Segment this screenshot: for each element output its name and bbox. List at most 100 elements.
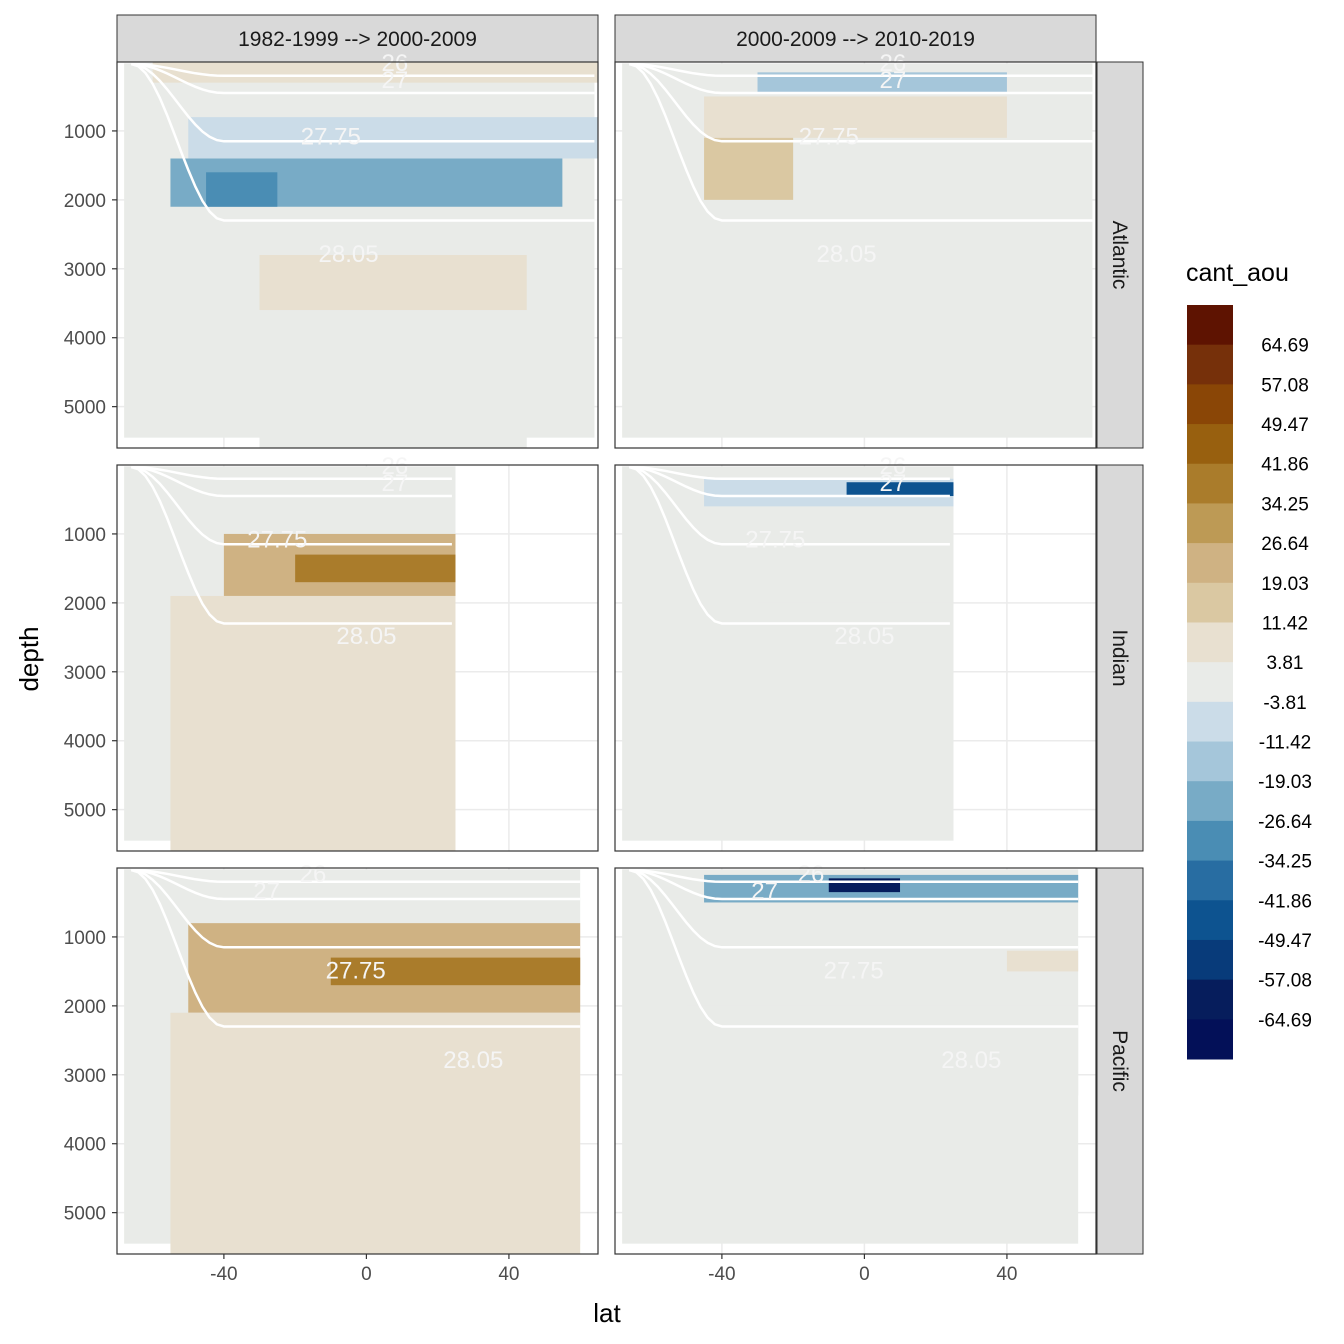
y-tick-label: 3000 bbox=[64, 1066, 106, 1087]
x-tick-label: 40 bbox=[498, 1264, 519, 1285]
y-axis-title: depth bbox=[14, 626, 44, 691]
filled-region bbox=[1006, 950, 1079, 972]
filled-region bbox=[170, 1012, 581, 1254]
isopycnal-line bbox=[628, 62, 1093, 222]
legend-color-step bbox=[1187, 979, 1233, 1020]
legend-break-label: -64.69 bbox=[1258, 1010, 1312, 1031]
contour-label: 26 bbox=[300, 861, 327, 888]
isopycnal-line bbox=[629, 465, 950, 546]
y-tick-label: 4000 bbox=[64, 732, 106, 753]
legend-color-step bbox=[1187, 662, 1233, 703]
isopycnal-line bbox=[131, 465, 452, 546]
legend-color-step bbox=[1187, 344, 1233, 385]
legend-break-label: -11.42 bbox=[1259, 733, 1311, 754]
isopycnal-line bbox=[131, 465, 452, 498]
contour-label: 26 bbox=[382, 453, 409, 480]
filled-region bbox=[170, 595, 456, 851]
filled-region bbox=[259, 255, 527, 311]
legend-color-step bbox=[1187, 741, 1233, 782]
legend-break-label: -49.47 bbox=[1258, 931, 1312, 952]
isopycnal-line bbox=[628, 868, 1079, 1028]
legend-color-step bbox=[1187, 582, 1233, 623]
legend-break-label: 57.08 bbox=[1261, 375, 1309, 396]
isopycnal-lines bbox=[130, 868, 581, 1028]
y-tick-label: 5000 bbox=[64, 1204, 106, 1225]
contour-label: 26 bbox=[382, 50, 409, 77]
facet-strips: 1982-1999 --> 2000-2009 2000-2009 --> 201… bbox=[116, 14, 1144, 1255]
contour-label: 26 bbox=[798, 861, 825, 888]
isopycnal-lines bbox=[130, 62, 595, 222]
legend-color-step bbox=[1187, 900, 1233, 941]
legend-color-step bbox=[1187, 781, 1233, 822]
legend-break-label: 41.86 bbox=[1261, 455, 1309, 476]
filled-regions bbox=[152, 62, 598, 448]
legend-break-label: -41.86 bbox=[1258, 891, 1312, 912]
section-background bbox=[622, 466, 954, 841]
legend-break-label: -26.64 bbox=[1258, 812, 1312, 833]
legend-break-label: 3.81 bbox=[1267, 653, 1304, 674]
y-tick-label: 2000 bbox=[64, 997, 106, 1018]
isopycnal-lines bbox=[130, 465, 452, 625]
facet-strip-column-label: 1982-1999 --> 2000-2009 bbox=[238, 28, 477, 51]
isopycnal-line bbox=[629, 62, 1093, 78]
facet-strip-column-label: 2000-2009 --> 2010-2019 bbox=[736, 28, 975, 51]
isopycnal-line bbox=[629, 868, 1079, 884]
isopycnal-lines bbox=[628, 62, 1093, 222]
contour-label: 27.75 bbox=[824, 957, 884, 984]
isopycnal-line bbox=[629, 62, 1093, 95]
contour-label: 27.75 bbox=[301, 124, 361, 151]
legend: cant_aou 64.69 57.08 49.47 41.86 34.25 26.64 1… bbox=[1186, 259, 1312, 1060]
filled-region bbox=[846, 482, 954, 497]
filled-regions bbox=[170, 923, 581, 1254]
y-tick-label: 2000 bbox=[64, 594, 106, 615]
contour-label: 27.75 bbox=[745, 527, 805, 554]
contour-label: 28.05 bbox=[336, 623, 396, 650]
legend-break-label: 34.25 bbox=[1261, 494, 1309, 515]
legend-color-step bbox=[1187, 622, 1233, 663]
y-tick-label: 1000 bbox=[64, 122, 106, 143]
contour-label: 27 bbox=[880, 470, 907, 497]
isopycnal-line bbox=[131, 62, 595, 78]
x-tick-label: -40 bbox=[708, 1264, 735, 1285]
facet-strip-column bbox=[116, 14, 599, 63]
facet-strip-row-label: Atlantic bbox=[1108, 221, 1131, 290]
filled-region bbox=[152, 62, 598, 83]
isopycnal-line bbox=[130, 868, 581, 1028]
panel-border bbox=[116, 867, 599, 1255]
isopycnal-lines bbox=[628, 868, 1079, 1028]
contour-label: 27 bbox=[382, 470, 409, 497]
panel-border bbox=[614, 867, 1097, 1255]
panel-pacific-0: 26 27 27.75 28.05 1000 2000 3000 4000 5000 -40 0 40 bbox=[64, 861, 599, 1285]
x-tick-label: 40 bbox=[996, 1264, 1017, 1285]
isopycnal-line bbox=[629, 62, 1093, 143]
facet-strip-row bbox=[1096, 464, 1144, 852]
x-tick-label: 0 bbox=[859, 1264, 870, 1285]
contour-label: 28.05 bbox=[319, 241, 379, 268]
contour-label: 27.75 bbox=[326, 957, 386, 984]
x-axis-title: lat bbox=[593, 1298, 621, 1328]
filled-region bbox=[828, 878, 901, 893]
legend-break-label: 11.42 bbox=[1262, 613, 1308, 634]
filled-region bbox=[330, 957, 581, 986]
y-tick-label: 5000 bbox=[64, 398, 106, 419]
y-tick-label: 3000 bbox=[64, 260, 106, 281]
legend-break-label: -34.25 bbox=[1258, 852, 1312, 873]
legend-break-label: 26.64 bbox=[1261, 534, 1309, 555]
legend-color-step bbox=[1187, 384, 1233, 425]
y-tick-label: 5000 bbox=[64, 801, 106, 822]
isopycnal-line bbox=[131, 62, 595, 95]
legend-color-step bbox=[1187, 939, 1233, 981]
isopycnal-line bbox=[131, 62, 595, 143]
filled-region bbox=[188, 117, 598, 159]
legend-break-label: 64.69 bbox=[1261, 336, 1309, 357]
contour-label: 27 bbox=[253, 878, 280, 905]
facet-strip-row-label: Indian bbox=[1108, 629, 1131, 686]
filled-regions bbox=[704, 72, 1007, 200]
isopycnal-line bbox=[628, 465, 950, 625]
y-tick-label: 1000 bbox=[64, 525, 106, 546]
filled-region bbox=[757, 72, 1007, 94]
filled-region bbox=[295, 554, 456, 583]
